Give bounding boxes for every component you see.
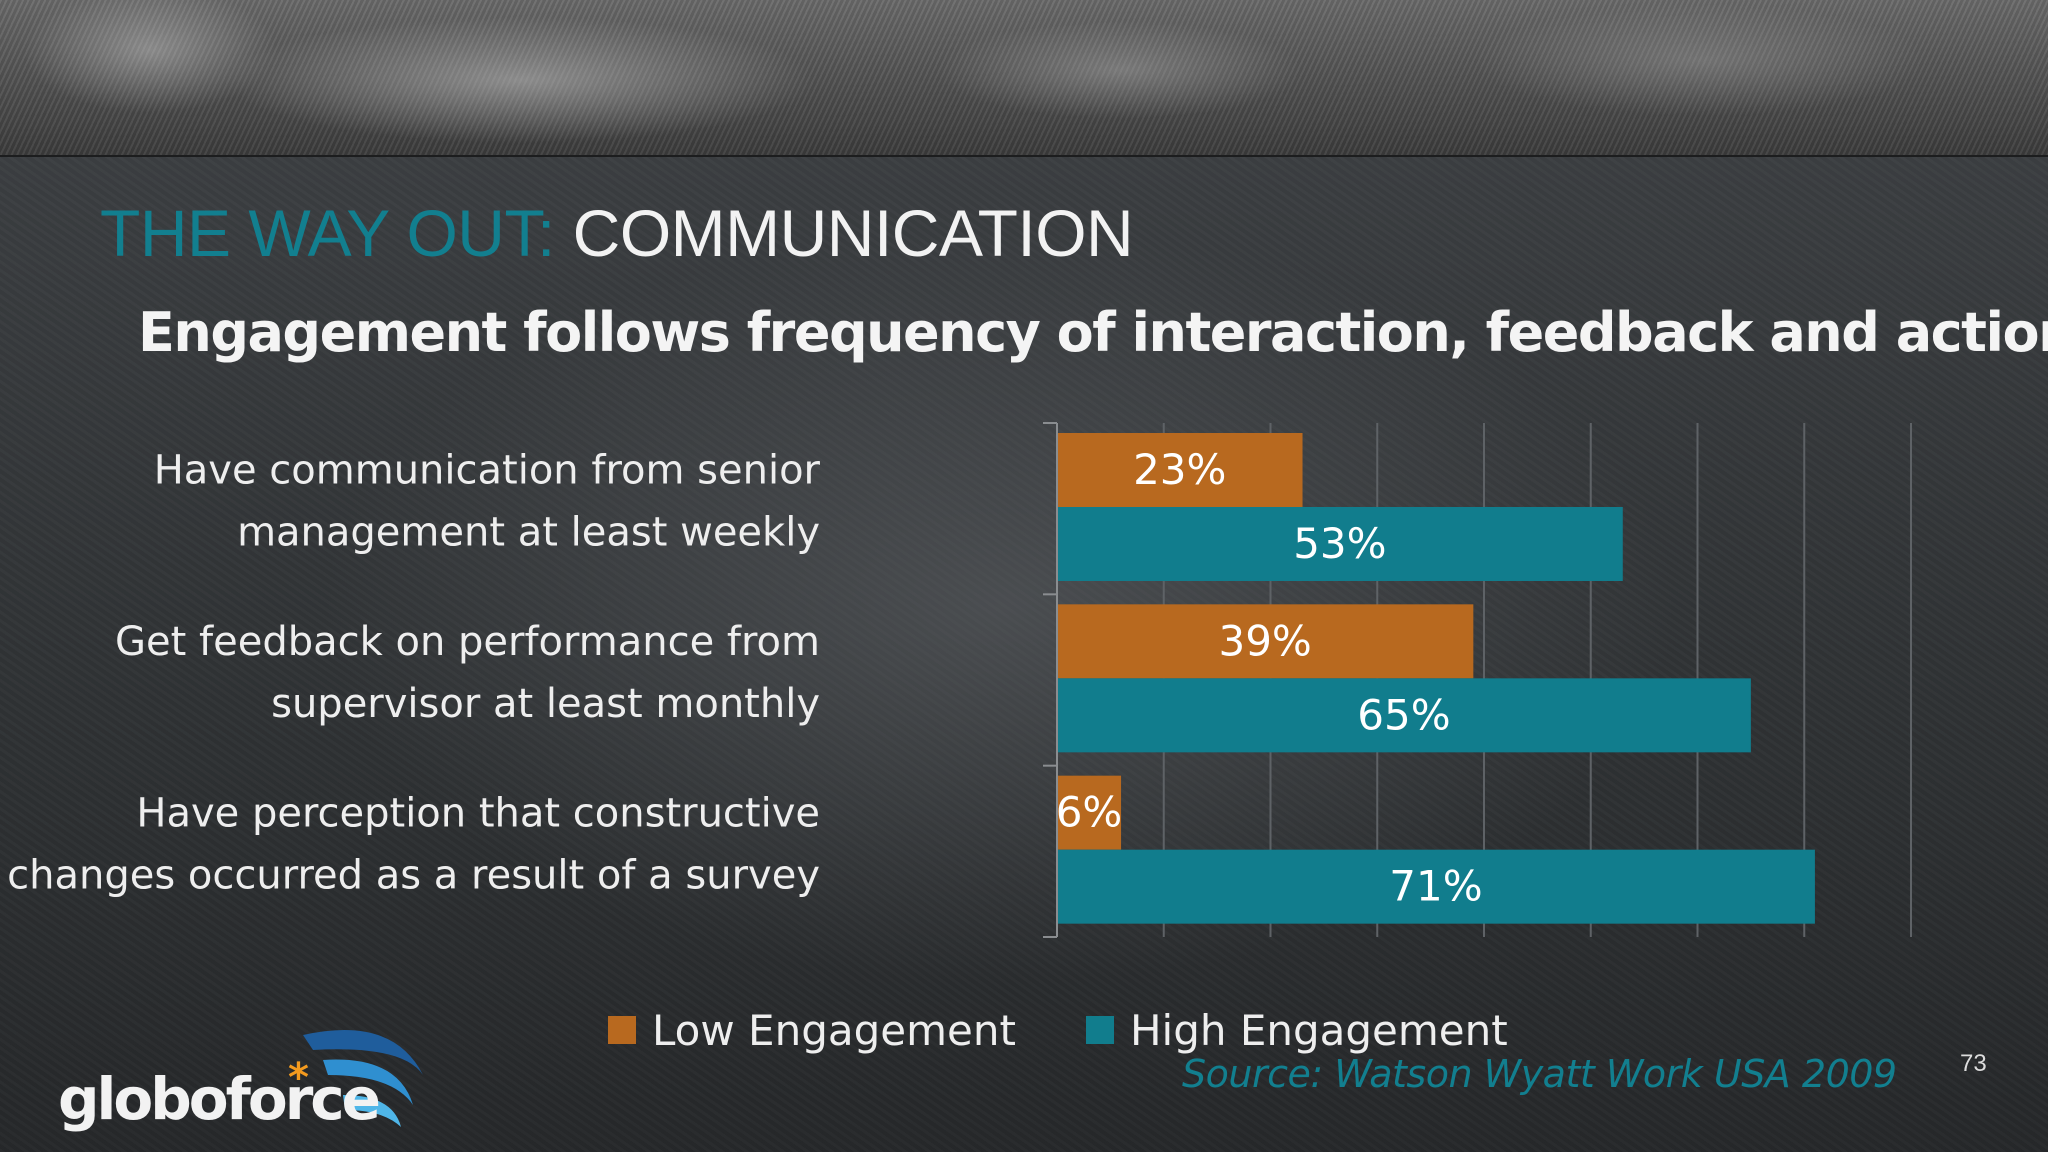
legend-label-low: Low Engagement: [652, 1005, 1016, 1055]
bar-high-engagement: [1057, 507, 1623, 581]
category-label: management at least weekly: [237, 510, 820, 556]
bar-high-engagement: [1057, 849, 1815, 924]
bar-high-engagement: [1057, 678, 1751, 753]
data-label: 65%: [1357, 690, 1450, 739]
page-title: THE WAY OUT: COMMUNICATION: [100, 193, 1134, 273]
chart-bars: [1057, 433, 1815, 924]
legend-item-high: High Engagement: [1085, 1005, 1508, 1055]
data-label: 23%: [1133, 445, 1226, 494]
chart-legend: Low Engagement High Engagement: [608, 1002, 1508, 1058]
title-accent: THE WAY OUT:: [100, 196, 555, 270]
chart-axis: [1043, 422, 1058, 938]
category-label: supervisor at least monthly: [271, 681, 820, 727]
data-label: 6%: [1056, 788, 1123, 837]
category-label: Have perception that constructive: [136, 790, 820, 836]
legend-swatch-low: [608, 1016, 636, 1044]
bar-low-engagement: [1057, 604, 1474, 679]
bar-low-engagement: [1057, 775, 1122, 850]
chalkboard-background: [0, 157, 2048, 1152]
data-label: 71%: [1389, 862, 1482, 911]
source-citation: Source: Watson Wyatt Work USA 2009: [1182, 1052, 1897, 1096]
bar-low-engagement: [1057, 433, 1303, 507]
category-label: Have communication from senior: [154, 448, 821, 494]
chart-subtitle: Engagement follows frequency of interact…: [138, 301, 2048, 364]
logo-text: globoforce: [58, 1065, 381, 1133]
logo-swoosh-icon: [303, 1030, 423, 1127]
legend-item-low: Low Engagement: [608, 1006, 1016, 1055]
globoforce-logo: globoforce *: [58, 1015, 428, 1145]
category-labels: Have communication from senior management…: [7, 448, 820, 899]
header-background-image: [0, 0, 2048, 157]
logo-star-icon: *: [288, 1055, 309, 1101]
category-label: Get feedback on performance from: [115, 619, 820, 665]
legend-label-high: High Engagement: [1129, 1005, 1508, 1055]
legend-swatch-high: [1085, 1016, 1114, 1044]
data-label: 53%: [1293, 519, 1386, 568]
data-labels: 23% 53% 39% 65% 6% 71%: [1056, 445, 1483, 911]
page-number: 73: [1960, 1050, 1987, 1077]
title-main: COMMUNICATION: [572, 196, 1134, 270]
data-label: 39%: [1218, 616, 1311, 665]
category-label: changes occurred as a result of a survey: [7, 852, 820, 898]
